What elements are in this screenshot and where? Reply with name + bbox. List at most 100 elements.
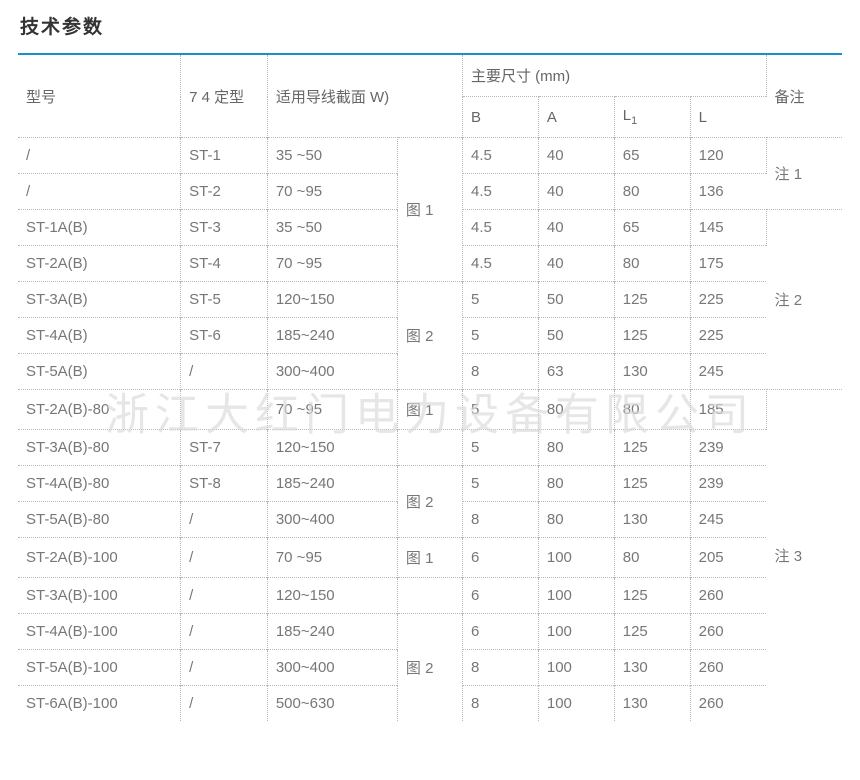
cell-l1: 125 bbox=[614, 430, 690, 466]
th-l: L bbox=[690, 97, 766, 138]
cell-a: 50 bbox=[538, 282, 614, 318]
cell-l1: 130 bbox=[614, 650, 690, 686]
cell-section: 500~630 bbox=[267, 686, 397, 722]
cell-type: / bbox=[181, 578, 268, 614]
cell-model: ST-3A(B)-80 bbox=[18, 430, 181, 466]
cell-fig: 图 1 bbox=[397, 138, 462, 282]
cell-a: 100 bbox=[538, 578, 614, 614]
cell-type: / bbox=[181, 650, 268, 686]
cell-type: ST-6 bbox=[181, 318, 268, 354]
cell-fig: 图 2 bbox=[397, 614, 462, 722]
cell-type: ST-8 bbox=[181, 466, 268, 502]
cell-section: 70 ~95 bbox=[267, 538, 397, 578]
cell-a: 80 bbox=[538, 390, 614, 430]
cell-b: 5 bbox=[462, 466, 538, 502]
cell-l1: 80 bbox=[614, 174, 690, 210]
table-row: ST-3A(B)-80ST-7120~150 580125239 bbox=[18, 430, 842, 466]
cell-model: ST-5A(B)-100 bbox=[18, 650, 181, 686]
cell-b: 6 bbox=[462, 538, 538, 578]
cell-type: ST-3 bbox=[181, 210, 268, 246]
cell-l1: 125 bbox=[614, 578, 690, 614]
cell-section: 185~240 bbox=[267, 318, 397, 354]
cell-fig: 图 1 bbox=[397, 538, 462, 578]
cell-l1: 80 bbox=[614, 538, 690, 578]
cell-l: 120 bbox=[690, 138, 766, 174]
cell-section: 300~400 bbox=[267, 502, 397, 538]
cell-section: 70 ~95 bbox=[267, 390, 397, 430]
cell-b: 4.5 bbox=[462, 246, 538, 282]
cell-b: 8 bbox=[462, 650, 538, 686]
cell-model: ST-6A(B)-100 bbox=[18, 686, 181, 722]
cell-l: 185 bbox=[690, 390, 766, 430]
cell-b: 5 bbox=[462, 282, 538, 318]
cell-model: ST-2A(B) bbox=[18, 246, 181, 282]
table-row: ST-4A(B)-80ST-8185~240图 2580125239 bbox=[18, 466, 842, 502]
cell-model: ST-3A(B)-100 bbox=[18, 578, 181, 614]
cell-type: ST-5 bbox=[181, 282, 268, 318]
th-dims-group: 主要尺寸 (mm) bbox=[462, 54, 766, 97]
cell-section: 120~150 bbox=[267, 282, 397, 318]
cell-a: 40 bbox=[538, 138, 614, 174]
cell-model: ST-5A(B)-80 bbox=[18, 502, 181, 538]
cell-fig bbox=[397, 578, 462, 614]
cell-model: ST-4A(B) bbox=[18, 318, 181, 354]
cell-section: 185~240 bbox=[267, 466, 397, 502]
cell-model: ST-5A(B) bbox=[18, 354, 181, 390]
page-title: 技术参数 bbox=[20, 12, 842, 39]
cell-model: / bbox=[18, 138, 181, 174]
cell-l1: 125 bbox=[614, 614, 690, 650]
cell-l1: 80 bbox=[614, 246, 690, 282]
th-note: 备注 bbox=[766, 54, 842, 138]
cell-section: 70 ~95 bbox=[267, 174, 397, 210]
cell-model: ST-4A(B)-100 bbox=[18, 614, 181, 650]
cell-fig bbox=[397, 430, 462, 466]
table-row: ST-4A(B)-100/185~240图 26100125260 bbox=[18, 614, 842, 650]
cell-type: ST-2 bbox=[181, 174, 268, 210]
th-section: 适用导线截面 W) bbox=[267, 54, 462, 138]
cell-l: 225 bbox=[690, 282, 766, 318]
cell-model: ST-1A(B) bbox=[18, 210, 181, 246]
cell-l: 260 bbox=[690, 614, 766, 650]
cell-l: 145 bbox=[690, 210, 766, 246]
cell-section: 120~150 bbox=[267, 430, 397, 466]
cell-note: 注 3 bbox=[766, 390, 842, 722]
cell-b: 8 bbox=[462, 354, 538, 390]
cell-l: 225 bbox=[690, 318, 766, 354]
cell-l: 239 bbox=[690, 466, 766, 502]
th-l1-sub: 1 bbox=[631, 115, 637, 127]
th-b: B bbox=[462, 97, 538, 138]
th-model: 型号 bbox=[18, 54, 181, 138]
cell-a: 80 bbox=[538, 430, 614, 466]
cell-section: 35 ~50 bbox=[267, 210, 397, 246]
cell-section: 185~240 bbox=[267, 614, 397, 650]
cell-type: ST-7 bbox=[181, 430, 268, 466]
cell-b: 4.5 bbox=[462, 138, 538, 174]
cell-b: 5 bbox=[462, 318, 538, 354]
cell-l: 239 bbox=[690, 430, 766, 466]
cell-l1: 130 bbox=[614, 502, 690, 538]
cell-model: ST-3A(B) bbox=[18, 282, 181, 318]
cell-l1: 65 bbox=[614, 138, 690, 174]
table-row: ST-3A(B)-100/120~1506100125260 bbox=[18, 578, 842, 614]
table-row: ST-2A(B)-100/70 ~95图 1610080205 bbox=[18, 538, 842, 578]
cell-model: / bbox=[18, 174, 181, 210]
cell-fig: 图 1 bbox=[397, 390, 462, 430]
cell-b: 5 bbox=[462, 390, 538, 430]
table-row: /ST-135 ~50图 14.54065120注 1 bbox=[18, 138, 842, 174]
cell-model: ST-2A(B)-100 bbox=[18, 538, 181, 578]
cell-fig: 图 2 bbox=[397, 282, 462, 390]
cell-type: ST-4 bbox=[181, 246, 268, 282]
cell-a: 100 bbox=[538, 686, 614, 722]
cell-b: 5 bbox=[462, 430, 538, 466]
cell-type: / bbox=[181, 614, 268, 650]
cell-l1: 125 bbox=[614, 282, 690, 318]
table-row: ST-3A(B)ST-5120~150图 2550125225 bbox=[18, 282, 842, 318]
cell-l1: 125 bbox=[614, 466, 690, 502]
cell-l: 260 bbox=[690, 578, 766, 614]
cell-b: 4.5 bbox=[462, 210, 538, 246]
cell-l: 260 bbox=[690, 650, 766, 686]
table-head: 型号 7 4 定型 适用导线截面 W) 主要尺寸 (mm) 备注 B A L1 … bbox=[18, 54, 842, 138]
th-l1-main: L bbox=[623, 107, 631, 124]
table-body: /ST-135 ~50图 14.54065120注 1/ST-270 ~954.… bbox=[18, 138, 842, 722]
cell-type bbox=[181, 390, 268, 430]
